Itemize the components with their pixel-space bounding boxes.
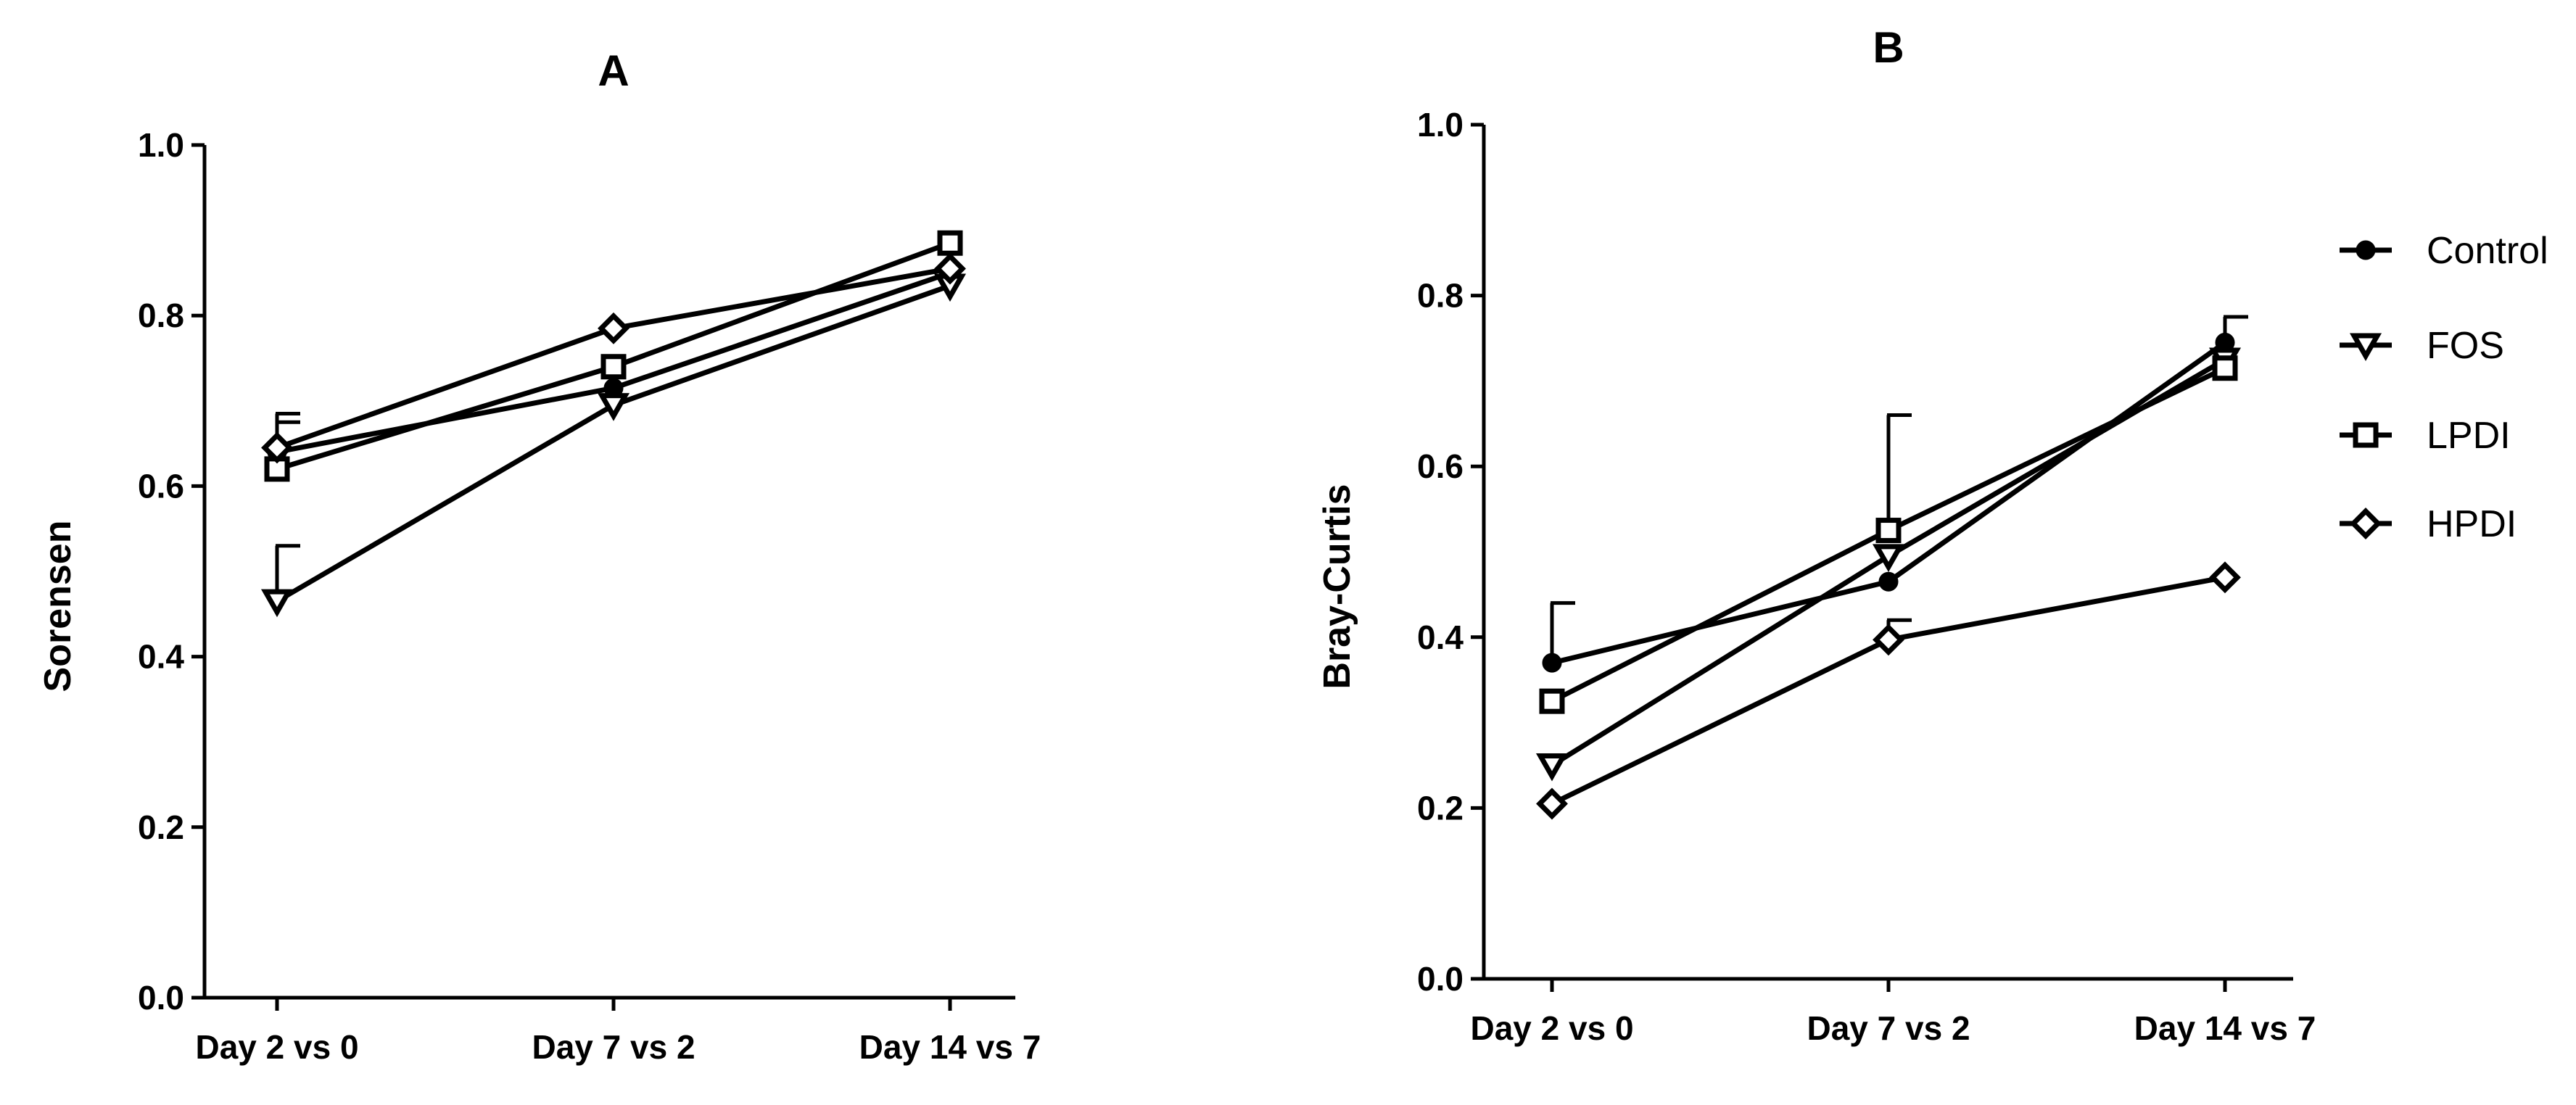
x-tick-label: Day 2 vs 0 <box>195 1028 358 1066</box>
point-fos <box>1872 544 1905 572</box>
point-lpdi <box>937 230 963 256</box>
x-tick-label: Day 2 vs 0 <box>1470 1009 1633 1047</box>
point-hpdi <box>934 252 966 285</box>
chart-title: B <box>1873 23 1904 72</box>
y-tick-label: 0.6 <box>1417 447 1464 485</box>
y-tick-label: 0.8 <box>1417 277 1464 315</box>
point-hpdi <box>1536 787 1568 820</box>
point-hpdi <box>2209 561 2241 594</box>
point-control <box>1878 571 1899 592</box>
legend: Control FOS LPDI HPDI <box>2340 230 2548 545</box>
series-line-hpdi <box>1551 574 2226 806</box>
y-tick-label: 0.0 <box>1417 960 1464 998</box>
y-tick-label: 1.0 <box>1417 106 1464 144</box>
y-tick-label: 0.2 <box>138 808 184 846</box>
y-tick-label: 0.6 <box>138 467 184 505</box>
y-tick-label: 0.8 <box>138 297 184 334</box>
point-hpdi <box>598 312 629 344</box>
legend-label-lpdi: LPDI <box>2427 415 2511 457</box>
point-fos <box>597 393 630 421</box>
point-fos <box>1535 753 1569 782</box>
y-axis-label: Bray-Curtis <box>1316 484 1358 689</box>
chart-title: A <box>598 46 629 95</box>
y-tick-label: 0.0 <box>138 979 184 1017</box>
point-lpdi <box>600 354 627 380</box>
x-tick-label: Day 14 vs 7 <box>859 1028 1041 1066</box>
chart-a: A 0.0 0.2 0.4 0.6 0.8 1.0 Day 2 vs 0 Day 7 vs 2 D… <box>37 46 1041 1066</box>
x-tick-label: Day 14 vs 7 <box>2134 1009 2316 1047</box>
legend-marker-control <box>2356 240 2376 260</box>
legend-marker-fos <box>2349 333 2382 362</box>
y-axis-label: Sorensen <box>37 521 79 692</box>
point-hpdi <box>261 431 293 464</box>
legend-label-hpdi: HPDI <box>2427 503 2517 545</box>
chart-b: B 0.0 0.2 0.4 0.6 0.8 1.0 Day 2 vs 0 Day 7 vs 2 D… <box>1316 23 2316 1047</box>
y-tick-label: 0.4 <box>1417 618 1464 656</box>
legend-label-fos: FOS <box>2427 325 2504 367</box>
x-tick-label: Day 7 vs 2 <box>532 1028 695 1066</box>
legend-label-control: Control <box>2427 230 2548 272</box>
legend-marker-lpdi <box>2353 422 2379 448</box>
point-fos <box>260 589 294 618</box>
point-control <box>1542 653 1562 673</box>
y-tick-label: 1.0 <box>138 126 184 164</box>
point-hpdi <box>1873 624 1904 656</box>
point-lpdi <box>2212 355 2238 381</box>
x-tick-label: Day 7 vs 2 <box>1807 1009 1970 1047</box>
point-lpdi <box>1539 688 1565 714</box>
point-lpdi <box>1875 518 1902 544</box>
y-tick-label: 0.4 <box>138 638 184 676</box>
y-tick-label: 0.2 <box>1417 789 1464 827</box>
legend-marker-hpdi <box>2350 508 2382 539</box>
